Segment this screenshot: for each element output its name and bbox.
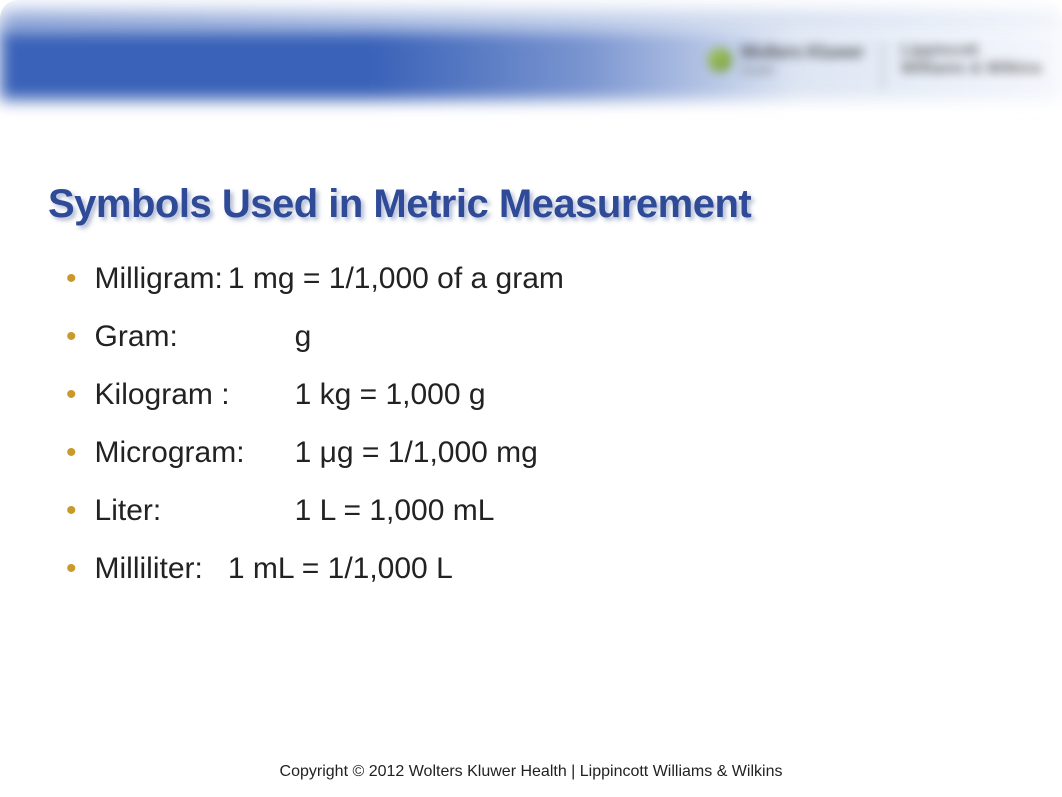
- bullet-label: Milligram:: [95, 262, 228, 296]
- bullet-icon: •: [66, 554, 77, 584]
- list-item: • Milligram: 1 mg = 1/1,000 of a gram: [66, 262, 1002, 296]
- bullet-icon: •: [66, 322, 77, 352]
- list-item: • Milliliter: 1 mL = 1/1,000 L: [66, 552, 1002, 586]
- bullet-label: Liter:: [95, 494, 295, 528]
- bullet-label: Kilogram :: [95, 378, 295, 412]
- bullet-icon: •: [66, 264, 77, 294]
- bullet-icon: •: [66, 438, 77, 468]
- header-band: Wolters Kluwer Health Lippincott William…: [0, 0, 1062, 150]
- lww-logo-line2: Williams & Wilkins: [901, 60, 1042, 78]
- bullet-value: 1 mL = 1/1,000 L: [228, 552, 453, 586]
- bullet-value: 1 kg = 1,000 g: [295, 378, 486, 412]
- bullet-list: • Milligram: 1 mg = 1/1,000 of a gram • …: [66, 262, 1002, 610]
- bullet-icon: •: [66, 496, 77, 526]
- copyright-footer: Copyright © 2012 Wolters Kluwer Health |…: [0, 763, 1062, 781]
- bullet-label: Milliliter:: [95, 552, 228, 586]
- bullet-value: 1 L = 1,000 mL: [295, 494, 495, 528]
- wolters-kluwer-logo: Wolters Kluwer Health: [708, 42, 864, 77]
- list-item: • Liter: 1 L = 1,000 mL: [66, 494, 1002, 528]
- slide-title: Symbols Used in Metric Measurement: [48, 182, 751, 227]
- slide: Wolters Kluwer Health Lippincott William…: [0, 0, 1062, 797]
- wk-logo-line2: Health: [740, 63, 864, 77]
- bullet-value: 1 mg = 1/1,000 of a gram: [228, 262, 564, 296]
- list-item: • Gram: g: [66, 320, 1002, 354]
- bullet-icon: •: [66, 380, 77, 410]
- wk-logo-icon: [708, 48, 732, 72]
- lippincott-logo: Lippincott Williams & Wilkins: [901, 42, 1042, 78]
- lww-logo-line1: Lippincott: [901, 42, 1042, 60]
- logo-divider: [882, 42, 883, 90]
- bullet-label: Microgram:: [95, 436, 295, 470]
- bullet-value: 1 μg = 1/1,000 mg: [295, 436, 538, 470]
- wk-logo-line1: Wolters Kluwer: [740, 42, 864, 63]
- list-item: • Kilogram : 1 kg = 1,000 g: [66, 378, 1002, 412]
- bullet-label: Gram:: [95, 320, 295, 354]
- list-item: • Microgram: 1 μg = 1/1,000 mg: [66, 436, 1002, 470]
- bullet-value: g: [295, 320, 312, 354]
- header-accent-top: [0, 12, 1062, 32]
- header-logos: Wolters Kluwer Health Lippincott William…: [708, 42, 1042, 90]
